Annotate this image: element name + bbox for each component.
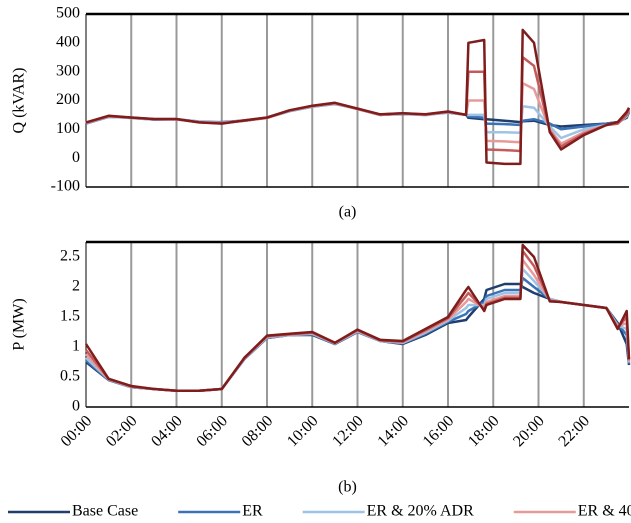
x-tick-label: 12:00 (329, 412, 367, 450)
caption: (b) (338, 479, 357, 496)
series-line (84, 243, 631, 393)
y-tick-label: -100 (51, 178, 80, 195)
legend-label: ER & 20% ADR (367, 503, 474, 520)
legend-label: ER (242, 503, 263, 520)
legend-item: Base Case (8, 503, 138, 520)
x-tick-label: 22:00 (555, 412, 593, 450)
y-tick-label: 100 (56, 120, 80, 137)
y-tick-label: 0.5 (60, 368, 80, 385)
x-tick-label: 02:00 (103, 412, 141, 450)
x-tick-label: 08:00 (239, 412, 277, 450)
y-tick-label: 2 (72, 278, 80, 295)
x-tick-label: 16:00 (420, 412, 458, 450)
caption: (a) (339, 204, 357, 221)
x-tick-label: 06:00 (193, 412, 231, 450)
y-tick-label: 0 (72, 149, 80, 166)
y-axis-label: Q (kVAR) (11, 68, 28, 134)
series-line (85, 28, 631, 166)
y-tick-label: 1.5 (60, 308, 80, 325)
x-tick-label: 14:00 (374, 412, 412, 450)
y-tick-label: 0 (72, 398, 80, 415)
y-tick-label: 300 (56, 62, 80, 79)
legend-item: ER & 40 (513, 503, 631, 520)
y-tick-label: 1 (72, 338, 80, 355)
legend-item: ER (178, 503, 263, 520)
x-tick-label: 10:00 (284, 412, 322, 450)
x-tick-label: 00:00 (58, 412, 96, 450)
x-tick-label: 20:00 (510, 412, 548, 450)
legend-label: ER & 40 (578, 503, 631, 520)
y-tick-label: 200 (56, 91, 80, 108)
y-axis-label: P (MW) (11, 298, 28, 350)
x-tick-label: 18:00 (465, 412, 503, 450)
y-tick-label: 400 (56, 34, 80, 51)
y-tick-label: 500 (56, 5, 80, 22)
legend-item: ER & 20% ADR (302, 503, 474, 520)
y-tick-label: 2.5 (60, 248, 80, 265)
x-tick-label: 04:00 (148, 412, 186, 450)
legend-label: Base Case (72, 503, 138, 520)
